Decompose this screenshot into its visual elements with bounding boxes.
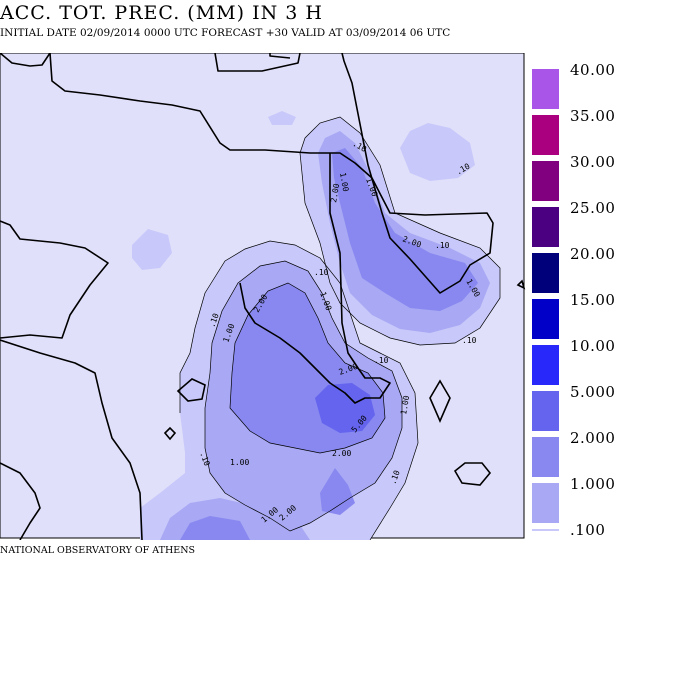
- contour-line: [179, 240, 419, 540]
- coastline: [0, 220, 109, 339]
- island-outline: [163, 426, 177, 441]
- precip-area-southwest-2: [180, 516, 250, 540]
- forecast-info: INITIAL DATE 02/09/2014 0000 UTC FORECAS…: [0, 27, 451, 39]
- legend-swatch: [532, 161, 559, 201]
- contour-label: 1.00: [338, 172, 350, 193]
- island-outline: [429, 379, 451, 424]
- precip-area-south-2: [320, 468, 355, 515]
- legend-label: 30.00: [570, 153, 616, 171]
- contour-label: 1.00: [230, 458, 249, 467]
- map-title: ACC. TOT. PREC. (MM) IN 3 H: [0, 2, 323, 24]
- contour-label: .10: [462, 336, 477, 345]
- precip-area-ne-2: [332, 148, 478, 311]
- legend-label: 10.00: [570, 337, 616, 355]
- legend-swatch: [532, 391, 559, 431]
- contour-line: [299, 116, 501, 346]
- coastline: [49, 53, 494, 294]
- legend-swatch: [532, 529, 559, 531]
- coastline: [269, 53, 291, 59]
- footer-credit: NATIONAL OBSERVATORY OF ATHENS: [0, 545, 196, 556]
- island-outline: [453, 462, 492, 486]
- legend-swatch: [532, 69, 559, 109]
- coastline: [0, 53, 51, 67]
- precip-area-west-dry: [132, 229, 172, 270]
- legend-swatch: [532, 345, 559, 385]
- contour-line: [229, 282, 386, 454]
- legend-swatch: [532, 207, 559, 247]
- legend-label: 15.00: [570, 291, 616, 309]
- contour-label: .10: [435, 241, 450, 250]
- precip-area-central-5: [315, 383, 375, 433]
- contour-line: [204, 260, 403, 532]
- legend-label: .100: [570, 521, 606, 539]
- legend-swatch: [532, 437, 559, 477]
- contour-label: .10: [374, 356, 389, 365]
- precip-area-ne-dry: [400, 123, 475, 181]
- legend-swatch: [532, 299, 559, 339]
- coastline: [0, 339, 143, 540]
- legend-label: 5.000: [570, 383, 616, 401]
- color-legend: [532, 69, 559, 531]
- precipitation-map: .10 1.00 2.00 1.00 2.00 .10 .10 1.00 .10…: [0, 53, 526, 540]
- precip-area-north-dry: [268, 111, 296, 125]
- contour-label: 1.00: [399, 395, 411, 416]
- island-outline: [176, 378, 206, 402]
- legend-label: 1.000: [570, 475, 616, 493]
- legend-label: 40.00: [570, 61, 616, 79]
- coastline: [0, 462, 41, 540]
- contour-label: 2.00: [332, 449, 351, 458]
- island-outline: [516, 279, 526, 290]
- legend-swatch: [532, 115, 559, 155]
- legend-label: 20.00: [570, 245, 616, 263]
- legend-label: 25.00: [570, 199, 616, 217]
- legend-swatch: [532, 483, 559, 523]
- legend-label: 2.000: [570, 429, 616, 447]
- contour-label: 2.00: [329, 183, 341, 204]
- legend-label: 35.00: [570, 107, 616, 125]
- coastline: [239, 153, 391, 404]
- contour-label: .10: [314, 268, 329, 277]
- legend-swatch: [532, 253, 559, 293]
- coastline: [214, 53, 301, 72]
